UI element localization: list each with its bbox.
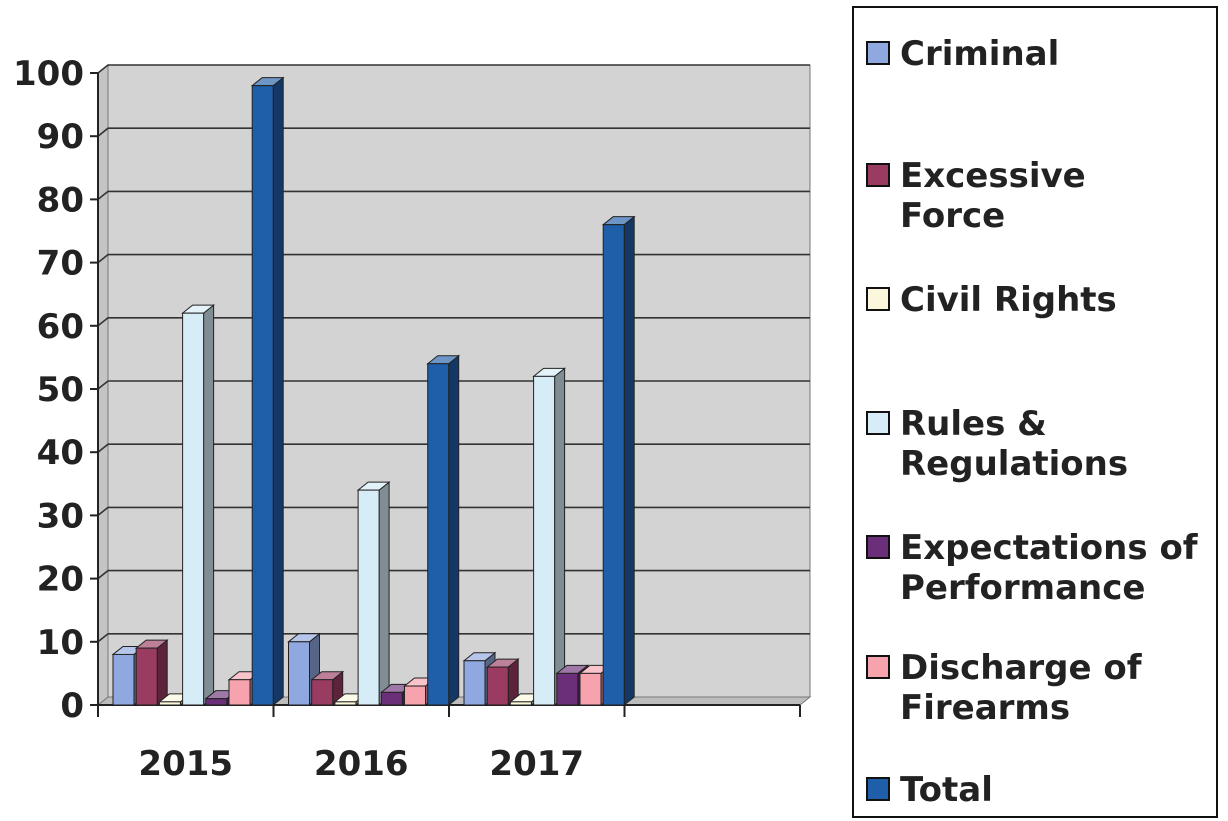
gridline [97, 569, 810, 580]
y-tick-label: 20 [37, 560, 84, 600]
y-tick-label: 90 [37, 117, 84, 157]
legend-swatch-excessive-force [866, 163, 890, 187]
legend-label-criminal: Criminal [900, 34, 1060, 74]
y-tick-label: 80 [37, 180, 84, 220]
x-category-labels: 2015 2016 2017 [138, 744, 584, 784]
legend-label-civil-rights: Civil Rights [900, 280, 1117, 320]
bars [111, 76, 636, 707]
x-category-label: 2015 [138, 744, 233, 784]
legend-entry-rules-regulations: Rules & Regulations [866, 404, 1150, 484]
legend-swatch-discharge-of-firearms [866, 655, 890, 679]
legend-entry-expectations-of-performance: Expectations of Performance [866, 528, 1200, 608]
bar [601, 215, 636, 707]
gridline [97, 64, 810, 74]
bar-chart: 0 10 20 30 40 50 60 70 80 90 100 2015 2016 2017 [13, 54, 812, 784]
legend-entry-civil-rights: Civil Rights [866, 280, 1200, 320]
y-tick-label: 0 [60, 686, 84, 726]
x-category-label: 2017 [489, 744, 584, 784]
legend-swatch-expectations-of-performance [866, 535, 890, 559]
y-tick-label: 60 [37, 307, 84, 347]
legend-swatch-rules-regulations [866, 411, 890, 435]
legend-entry-excessive-force: Excessive Force [866, 156, 1200, 236]
y-tick-label: 70 [37, 244, 84, 284]
gridline [97, 190, 810, 201]
legend-swatch-total [866, 777, 890, 801]
gridline [97, 632, 810, 643]
legend-label-excessive-force: Excessive Force [900, 156, 1086, 236]
bar [356, 481, 391, 707]
bar [134, 639, 169, 707]
bar [181, 304, 216, 707]
legend-label-total: Total [900, 770, 993, 810]
y-tick-labels: 0 10 20 30 40 50 60 70 80 90 100 [13, 54, 84, 726]
gridline [97, 443, 810, 453]
legend-swatch-civil-rights [866, 287, 890, 311]
legend-entry-total: Total [866, 770, 1200, 810]
legend-label-discharge-of-firearms: Discharge of Firearms [900, 648, 1142, 728]
legend-entry-criminal: Criminal [866, 34, 1200, 74]
gridline [97, 253, 810, 264]
bar [532, 367, 567, 707]
legend-label-rules-regulations: Rules & Regulations [900, 404, 1129, 484]
y-tick-label: 100 [13, 54, 84, 94]
gridline [97, 506, 810, 517]
y-tick-label: 30 [37, 496, 84, 536]
legend-label-expectations-of-performance: Expectations of Performance [900, 528, 1198, 608]
legend-swatch-criminal [866, 41, 890, 65]
bar [310, 670, 345, 707]
legend-entry-discharge-of-firearms: Discharge of Firearms [866, 648, 1150, 728]
gridline [97, 316, 810, 327]
bar [426, 354, 461, 707]
gridlines [97, 64, 810, 643]
x-category-label: 2016 [314, 744, 409, 784]
gridline [97, 380, 810, 390]
y-tick-label: 10 [37, 623, 84, 663]
legend: Criminal Excessive Force Civil Rights Ru… [852, 6, 1218, 818]
bar [485, 658, 520, 707]
gridline [97, 127, 810, 137]
bar [250, 76, 285, 707]
y-tick-label: 40 [37, 433, 84, 473]
y-tick-label: 50 [37, 370, 84, 410]
